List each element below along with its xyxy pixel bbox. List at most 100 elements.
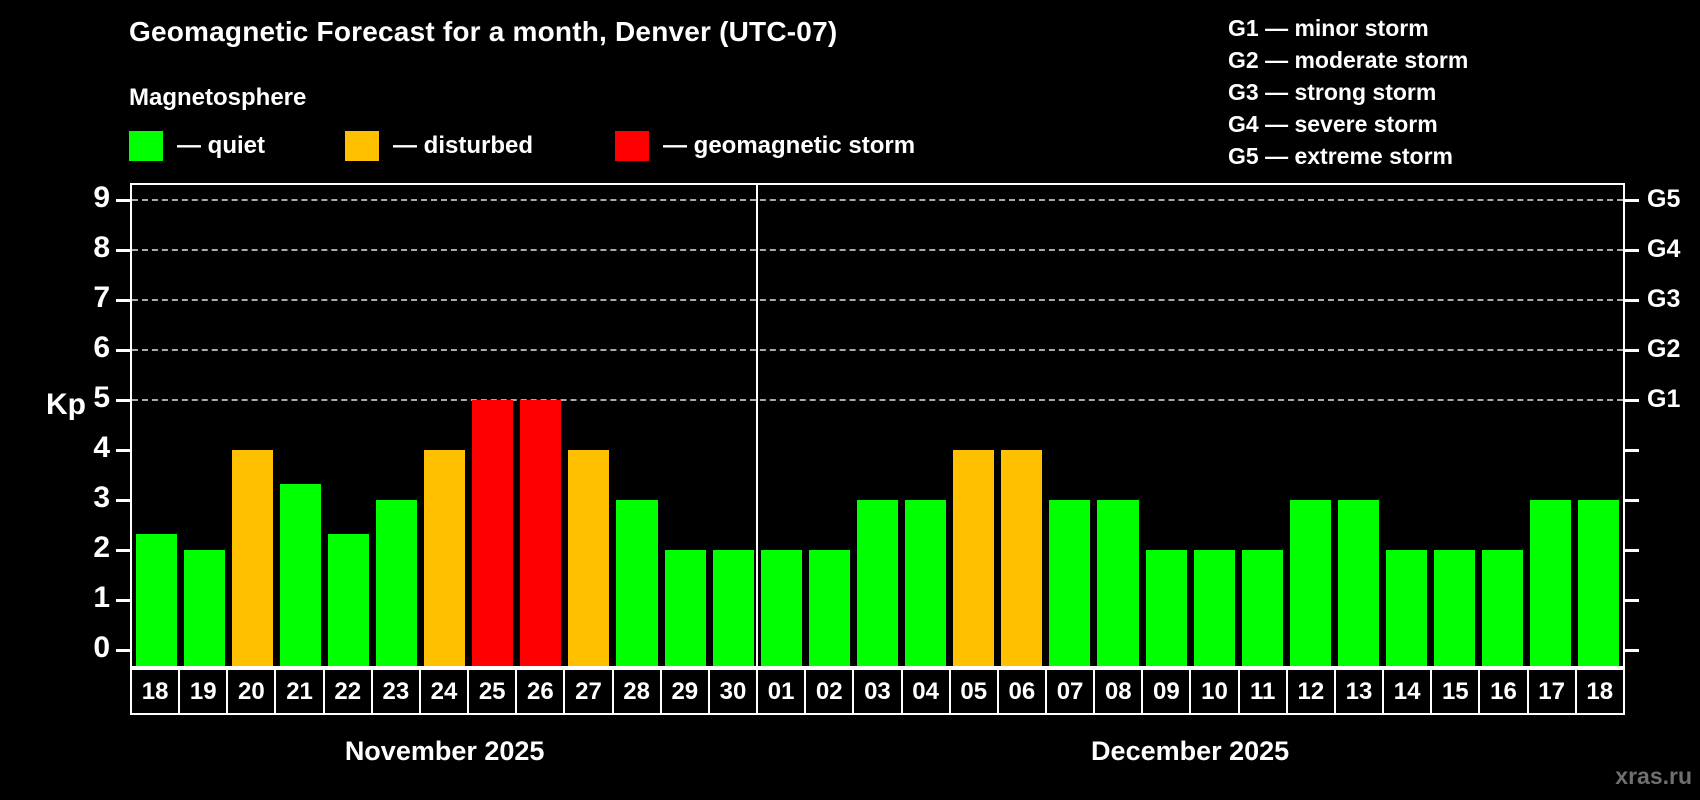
kp-bar <box>664 550 706 666</box>
day-label: 16 <box>1478 668 1529 715</box>
legend-item-disturbed: — disturbed <box>345 130 533 162</box>
day-label: 17 <box>1526 668 1577 715</box>
legend-item-storm: — geomagnetic storm <box>615 130 915 162</box>
y-axis-tick-left <box>116 449 130 452</box>
day-label: 10 <box>1189 668 1240 715</box>
y-axis-label: 0 <box>93 631 110 664</box>
g-scale-line-g5: G5 — extreme storm <box>1228 143 1453 169</box>
kp-bar <box>712 550 754 666</box>
day-label: 09 <box>1141 668 1192 715</box>
kp-bar <box>279 483 321 666</box>
kp-bar <box>1482 550 1524 666</box>
y-axis-tick-left <box>116 499 130 502</box>
kp-bar <box>905 500 947 666</box>
y-axis-tick-right <box>1625 199 1639 202</box>
kp-bar <box>1530 500 1572 666</box>
kp-bar <box>183 550 225 666</box>
kp-bar <box>375 500 418 666</box>
gridline-kp6 <box>132 349 1623 351</box>
kp-bar <box>953 450 995 666</box>
chart-subtitle: Magnetosphere <box>129 84 307 111</box>
quiet-swatch-icon <box>129 131 163 161</box>
page-title: Geomagnetic Forecast for a month, Denver… <box>129 16 838 47</box>
y-axis-tick-right <box>1625 499 1639 502</box>
day-label: 05 <box>948 668 999 715</box>
day-label: 18 <box>130 668 181 715</box>
day-label: 06 <box>996 668 1047 715</box>
day-label: 20 <box>226 668 277 715</box>
y-axis-label: 2 <box>93 531 110 564</box>
g-scale-line-g3: G3 — strong storm <box>1228 79 1437 105</box>
disturbed-swatch-icon <box>345 131 379 161</box>
month-label-december: December 2025 <box>1091 736 1290 766</box>
watermark: xras.ru <box>1615 763 1692 789</box>
kp-bar <box>231 450 273 666</box>
y-axis-tick-left <box>116 549 130 552</box>
kp-bar <box>1145 550 1187 666</box>
kp-bar <box>1578 500 1620 666</box>
gridline-kp8 <box>132 249 1623 251</box>
gridline-kp7 <box>132 299 1623 301</box>
y-axis-tick-right <box>1625 349 1639 352</box>
day-label: 07 <box>1044 668 1096 715</box>
gridline-kp9 <box>132 199 1623 201</box>
g-scale-line-g2: G2 — moderate storm <box>1228 47 1469 73</box>
day-label: 25 <box>467 668 518 715</box>
plot-area <box>130 183 1625 668</box>
g-level-label-g4: G4 <box>1647 235 1681 263</box>
y-axis-label: 7 <box>93 281 110 314</box>
day-label: 14 <box>1382 668 1433 715</box>
kp-bar <box>856 500 899 666</box>
kp-bar <box>1049 500 1091 666</box>
y-axis-tick-left <box>116 399 130 402</box>
kp-bar <box>1241 550 1283 666</box>
y-axis-tick-right <box>1625 449 1639 452</box>
y-axis-tick-right <box>1625 649 1639 652</box>
y-axis-tick-right <box>1625 299 1639 302</box>
kp-bar <box>760 550 802 666</box>
kp-bar <box>1289 500 1331 666</box>
g-level-label-g3: G3 <box>1647 285 1681 313</box>
y-axis-label: 3 <box>93 481 110 514</box>
gridline-kp5 <box>132 399 1623 401</box>
storm-swatch-icon <box>615 131 649 161</box>
day-label: 15 <box>1430 668 1481 715</box>
y-axis-label: 8 <box>93 231 110 264</box>
month-divider-line <box>756 185 759 666</box>
y-axis-title: Kp <box>46 388 86 421</box>
y-axis-tick-right <box>1625 599 1639 602</box>
day-label: 01 <box>756 668 807 715</box>
day-label: 11 <box>1237 668 1288 715</box>
kp-bar <box>568 450 610 666</box>
day-label: 21 <box>274 668 325 715</box>
legend-label-disturbed: — disturbed <box>393 132 534 159</box>
legend-item-quiet: — quiet <box>129 130 265 162</box>
day-label: 03 <box>852 668 903 715</box>
day-label: 27 <box>563 668 614 715</box>
legend-label-storm: — geomagnetic storm <box>663 132 916 159</box>
day-label: 24 <box>418 668 470 715</box>
day-label: 08 <box>1093 668 1144 715</box>
g-scale-line-g1: G1 — minor storm <box>1228 15 1429 41</box>
day-label: 26 <box>515 668 566 715</box>
kp-bar <box>520 400 562 666</box>
g-scale-legend: G1 — minor storm G2 — moderate storm G3 … <box>1228 12 1468 172</box>
kp-bar <box>1001 450 1043 666</box>
kp-bar <box>135 533 177 666</box>
day-label: 02 <box>804 668 855 715</box>
day-label: 29 <box>659 668 710 715</box>
day-label: 12 <box>1285 668 1336 715</box>
y-axis-label: 9 <box>93 181 110 214</box>
day-label: 18 <box>1574 668 1625 715</box>
kp-bar <box>1097 500 1139 666</box>
g-level-label-g1: G1 <box>1647 385 1681 413</box>
y-axis-label: 1 <box>93 581 110 614</box>
kp-bar <box>1386 550 1428 666</box>
y-axis-tick-left <box>116 199 130 202</box>
kp-bar <box>1434 550 1476 666</box>
y-axis-tick-right <box>1625 249 1639 252</box>
kp-bar <box>472 400 514 666</box>
y-axis-tick-left <box>116 249 130 252</box>
kp-bar <box>1193 550 1235 666</box>
